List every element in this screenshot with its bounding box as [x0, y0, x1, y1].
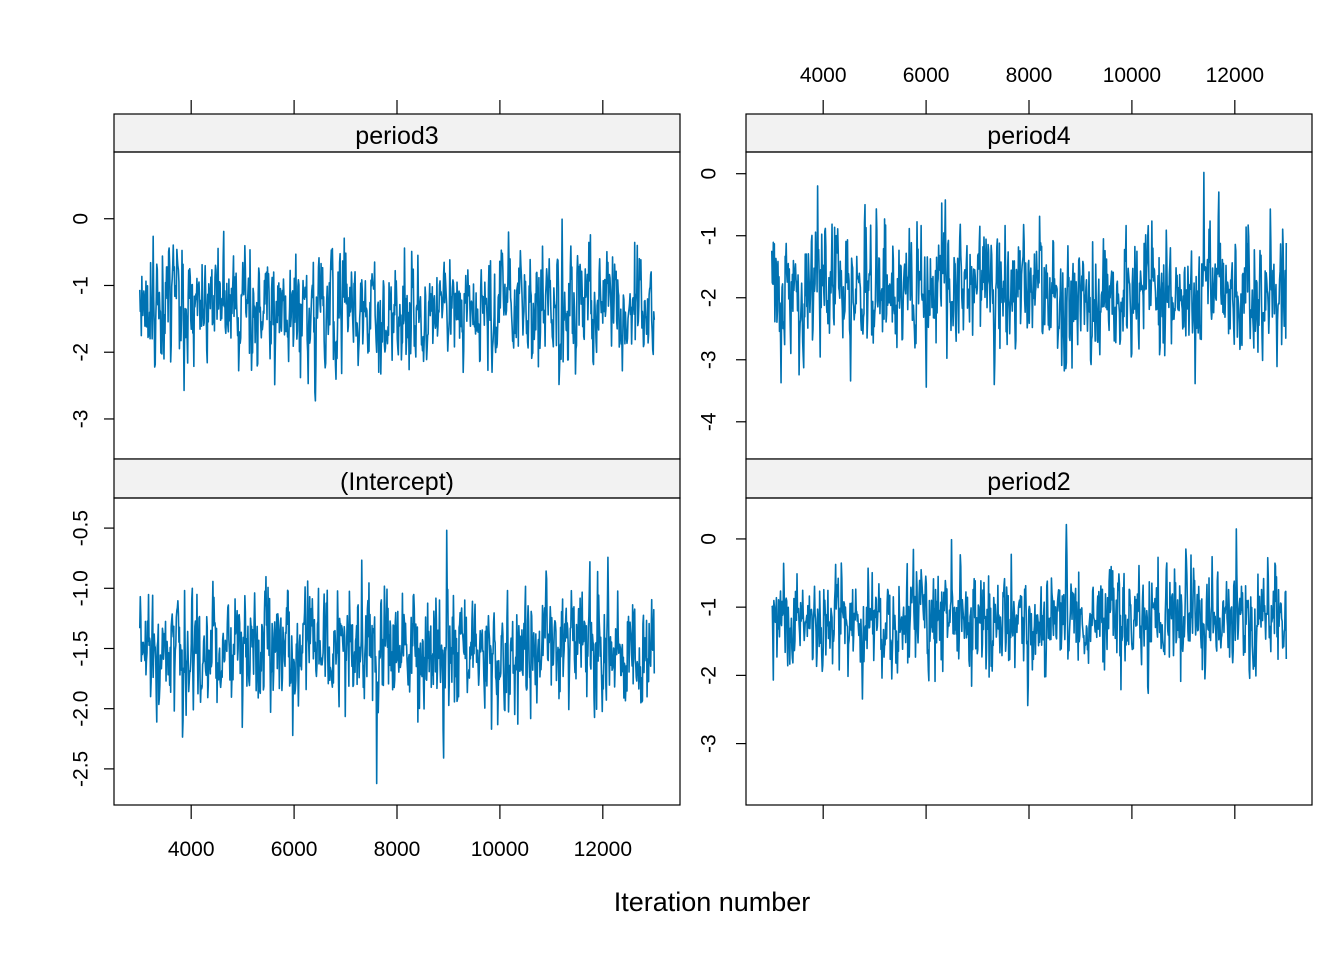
y-tick-label: -3	[698, 734, 721, 753]
strip-label: (Intercept)	[340, 468, 454, 496]
y-tick-label: -3	[698, 350, 721, 369]
panel-intercept: (Intercept) -2.5 -2.0 -1.5 -1.0 -0.5 4000 6000 8…	[70, 458, 681, 861]
panel-period4: period4 -4 -3 -2 -1 0 4000 6000 8000 10000 12000	[698, 64, 1313, 460]
y-tick-label: -3	[70, 410, 93, 429]
x-tick-label: 10000	[471, 838, 529, 861]
y-tick-label: 0	[70, 213, 93, 225]
x-tick-label: 8000	[374, 838, 421, 861]
y-tick-label: 0	[698, 168, 721, 180]
y-tick-label: -2.0	[70, 691, 93, 727]
strip-label: period2	[987, 468, 1070, 496]
trace-line	[770, 171, 1288, 388]
trace-line	[138, 529, 656, 785]
x-tick-label: 10000	[1103, 64, 1161, 87]
x-tick-label: 4000	[168, 838, 215, 861]
y-tick-label: 0	[698, 533, 721, 545]
strip-label: period4	[987, 122, 1070, 150]
y-tick-label: -2	[698, 288, 721, 307]
y-tick-label: -1.0	[70, 570, 93, 606]
panels-layer: period3 -3 -2 -1 0 period4 -4 -3 -2 -1 0 4000 6000 80…	[70, 64, 1313, 861]
y-tick-label: -2	[70, 343, 93, 362]
y-tick-label: -1	[70, 276, 93, 295]
y-tick-label: -2.5	[70, 751, 93, 787]
x-tick-label: 6000	[903, 64, 950, 87]
x-tick-label: 12000	[1206, 64, 1264, 87]
x-tick-label: 8000	[1006, 64, 1053, 87]
strip-background	[745, 113, 1313, 153]
y-tick-label: -2	[698, 666, 721, 685]
strip-background	[113, 113, 681, 153]
strip-background	[113, 458, 681, 499]
strip-label: period3	[355, 122, 438, 150]
x-tick-label: 6000	[271, 838, 318, 861]
x-tick-label: 12000	[574, 838, 632, 861]
y-tick-label: -1	[698, 598, 721, 617]
y-tick-label: -0.5	[70, 510, 93, 546]
trace-line	[138, 218, 656, 402]
y-tick-label: -1.5	[70, 630, 93, 666]
panel-period2: period2 -3 -2 -1 0	[698, 458, 1313, 819]
panel-period3: period3 -3 -2 -1 0	[70, 100, 681, 460]
y-tick-label: -1	[698, 226, 721, 245]
x-axis-title: Iteration number	[614, 887, 811, 917]
y-tick-label: -4	[698, 412, 721, 431]
strip-background	[745, 458, 1313, 499]
trace-line	[771, 523, 1288, 707]
x-tick-label: 4000	[800, 64, 847, 87]
